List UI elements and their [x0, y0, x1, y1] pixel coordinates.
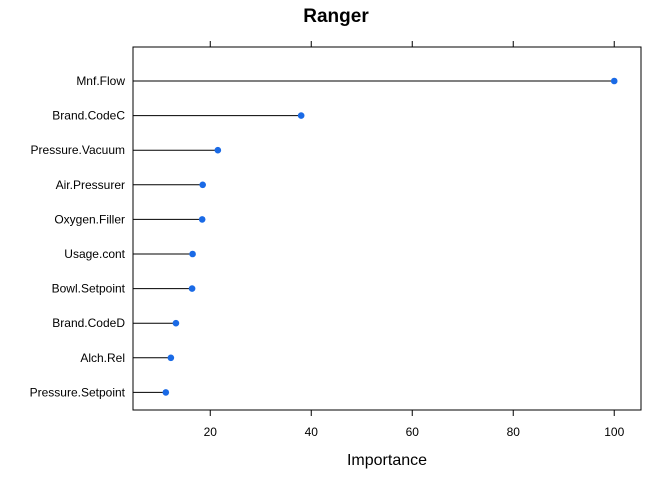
x-tick-label: 60: [406, 425, 420, 439]
points-group: [162, 77, 618, 396]
y-tick-label: Brand.CodeC: [52, 109, 125, 123]
point-alch-rel: [167, 354, 175, 362]
point-oxygen-filler: [198, 216, 206, 223]
y-tick-label: Mnf.Flow: [76, 74, 125, 88]
point-usage-cont: [189, 250, 196, 258]
x-tick-label: 100: [604, 425, 624, 439]
y-tick-label: Pressure.Vacuum: [31, 143, 125, 157]
y-tick-label: Bowl.Setpoint: [52, 282, 126, 296]
stems-group: [133, 80, 615, 393]
point-pressure-vacuum: [214, 146, 222, 154]
point-bowl-setpoint: [188, 285, 196, 292]
x-axis-title: Importance: [347, 452, 427, 469]
y-tick-label: Pressure.Setpoint: [30, 385, 126, 399]
y-tick-label: Usage.cont: [64, 247, 125, 261]
point-brand-codec: [297, 112, 305, 119]
y-tick-label: Alch.Rel: [80, 351, 125, 365]
y-tick-label: Air.Pressurer: [56, 178, 125, 192]
x-tick-label: 20: [204, 425, 218, 439]
point-brand-coded: [172, 319, 180, 327]
y-tick-label: Brand.CodeD: [52, 316, 125, 330]
point-mnf-flow: [610, 77, 618, 85]
chart-title: Ranger: [303, 6, 369, 27]
y-tick-labels: Mnf.Flow Brand.CodeC Pressure.Vacuum Air.Pr…: [30, 74, 126, 399]
x-tick-label: 80: [507, 425, 521, 439]
x-axis: 20 40 60 80 100: [204, 41, 625, 439]
point-pressure-setpoint: [162, 389, 170, 396]
plot-frame: [132, 46, 642, 411]
point-air-pressurer: [199, 181, 206, 189]
y-tick-label: Oxygen.Filler: [54, 212, 125, 226]
x-tick-label: 40: [305, 425, 319, 439]
